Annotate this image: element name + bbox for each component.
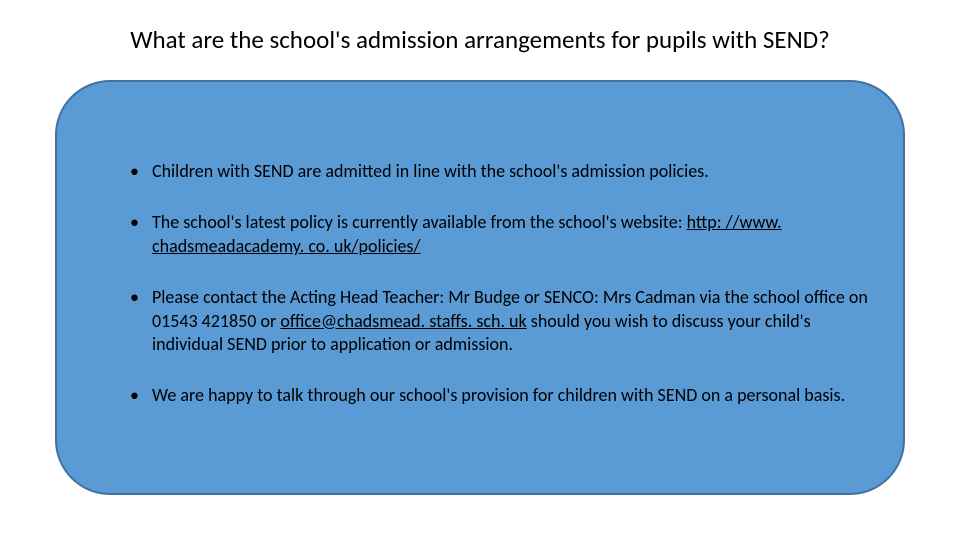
- bullet-list: Children with SEND are admitted in line …: [118, 160, 878, 436]
- slide-title: What are the school's admission arrangem…: [0, 24, 960, 55]
- bullet-text: We are happy to talk through our school'…: [152, 384, 845, 406]
- bullet-text: Children with SEND are admitted in line …: [152, 160, 709, 182]
- slide-container: What are the school's admission arrangem…: [0, 0, 960, 540]
- bullet-link[interactable]: office@chadsmead. staffs. sch. uk: [280, 310, 526, 332]
- bullet-item: Children with SEND are admitted in line …: [118, 160, 878, 183]
- bullet-text: The school's latest policy is currently …: [152, 211, 687, 233]
- bullet-item: We are happy to talk through our school'…: [118, 384, 878, 407]
- bullet-item: The school's latest policy is currently …: [118, 211, 878, 258]
- bullet-item: Please contact the Acting Head Teacher: …: [118, 286, 878, 356]
